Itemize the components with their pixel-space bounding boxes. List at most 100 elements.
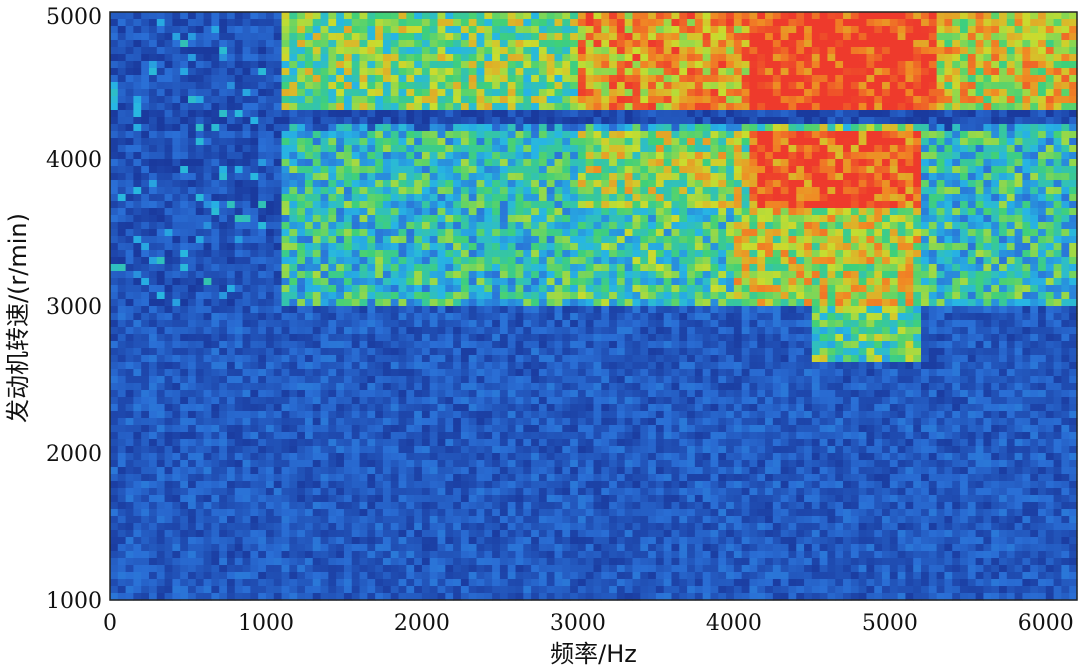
heatmap-cell [273, 187, 283, 195]
heatmap-cell [718, 285, 727, 293]
heatmap-cell [585, 271, 595, 279]
heatmap-cell [967, 124, 977, 132]
heatmap-cell [913, 208, 922, 216]
heatmap-cell [570, 145, 579, 153]
heatmap-cell [289, 222, 298, 230]
heatmap-cell [609, 103, 618, 111]
heatmap-cell [375, 271, 384, 279]
heatmap-cell [687, 103, 696, 111]
heatmap-cell [531, 124, 540, 132]
heatmap-cell [421, 131, 431, 139]
heatmap-cell [967, 278, 977, 286]
heatmap-cell [187, 145, 197, 153]
heatmap-cell [406, 229, 415, 237]
heatmap-cell [148, 166, 158, 174]
heatmap-cell [476, 47, 485, 55]
heatmap-cell [507, 19, 517, 27]
heatmap-cell [1045, 145, 1055, 153]
heatmap-cell [585, 236, 595, 244]
heatmap-cell [796, 117, 805, 125]
heatmap-cell [265, 208, 275, 216]
heatmap-cell [367, 61, 376, 69]
heatmap-cell [601, 250, 610, 258]
heatmap-cell [398, 257, 407, 265]
heatmap-cell [710, 257, 719, 265]
heatmap-cell [110, 131, 119, 139]
heatmap-cell [1006, 82, 1016, 90]
heatmap-cell [710, 208, 719, 216]
heatmap-cell [874, 103, 883, 111]
heatmap-cell [952, 82, 961, 90]
heatmap-cell [367, 229, 376, 237]
heatmap-cell [1045, 131, 1055, 139]
heatmap-cell [1053, 124, 1062, 132]
heatmap-cell [1006, 61, 1016, 69]
heatmap-cell [975, 75, 985, 83]
heatmap-cell [772, 47, 782, 55]
heatmap-cell [180, 124, 189, 132]
heatmap-cell [484, 159, 493, 167]
heatmap-cell [733, 117, 743, 125]
heatmap-cell [414, 222, 423, 230]
heatmap-cell [921, 82, 930, 90]
heatmap-cell [710, 145, 719, 153]
heatmap-cell [304, 229, 314, 237]
heatmap-cell [835, 278, 844, 286]
heatmap-cell [827, 264, 836, 272]
heatmap-cell [601, 222, 610, 230]
heatmap-cell [780, 187, 790, 195]
heatmap-cell [616, 82, 626, 90]
heatmap-cell [585, 194, 595, 202]
heatmap-cell [577, 54, 587, 62]
heatmap-cell [398, 264, 407, 272]
heatmap-cell [273, 82, 283, 90]
heatmap-cell [749, 124, 758, 132]
heatmap-cell [546, 257, 556, 265]
heatmap-cell [234, 89, 244, 97]
heatmap-cell [523, 222, 532, 230]
heatmap-cell [492, 257, 501, 265]
heatmap-cell [437, 26, 446, 34]
heatmap-cell [905, 54, 914, 62]
heatmap-cell [297, 271, 306, 279]
heatmap-cell [523, 47, 532, 55]
heatmap-cell [694, 110, 704, 118]
heatmap-cell [445, 166, 454, 174]
heatmap-cell [609, 75, 618, 83]
heatmap-cell [117, 96, 127, 104]
heatmap-cell [1061, 201, 1070, 209]
heatmap-cell [772, 124, 782, 132]
heatmap-cell [172, 208, 181, 216]
heatmap-cell [164, 145, 173, 153]
heatmap-cell [1069, 117, 1078, 125]
heatmap-cell [679, 131, 688, 139]
heatmap-cell [866, 271, 875, 279]
heatmap-cell [546, 194, 556, 202]
heatmap-cell [1038, 236, 1047, 244]
heatmap-cell [250, 250, 259, 258]
heatmap-cell [351, 278, 361, 286]
heatmap-cell [913, 229, 922, 237]
heatmap-cell [866, 124, 875, 132]
heatmap-cell [999, 68, 1008, 76]
heatmap-cell [827, 19, 836, 27]
heatmap-cell [1006, 222, 1016, 230]
heatmap-cell [952, 250, 961, 258]
heatmap-cell [804, 138, 813, 146]
heatmap-cell [460, 236, 470, 244]
heatmap-cell [359, 271, 368, 279]
heatmap-cell [328, 82, 337, 90]
heatmap-cell [453, 243, 462, 251]
heatmap-cell [952, 117, 961, 125]
heatmap-cell [1069, 236, 1078, 244]
heatmap-cell [648, 229, 657, 237]
heatmap-cell [320, 61, 329, 69]
heatmap-cell [468, 250, 478, 258]
heatmap-cell [858, 33, 868, 41]
heatmap-cell [726, 208, 735, 216]
heatmap-cell [336, 278, 345, 286]
heatmap-cell [694, 208, 704, 216]
heatmap-cell [952, 75, 961, 83]
heatmap-cell [1006, 243, 1016, 251]
heatmap-cell [616, 285, 626, 293]
